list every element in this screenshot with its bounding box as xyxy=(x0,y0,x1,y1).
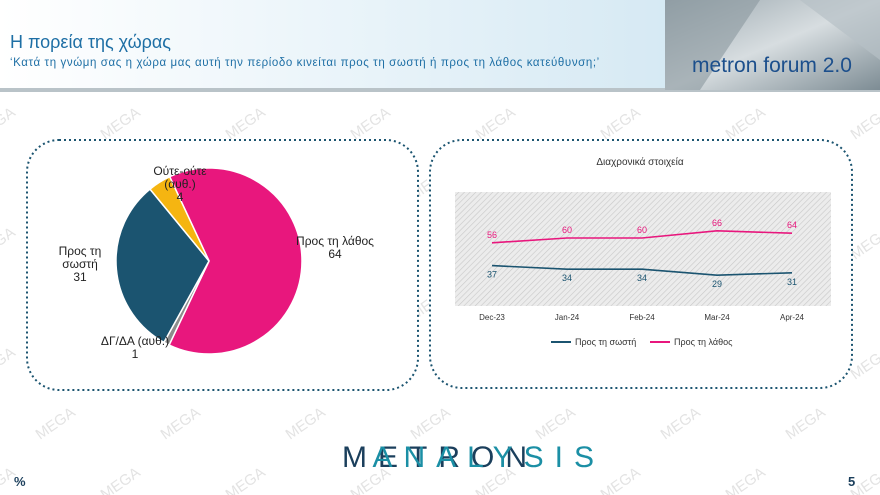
logo-right: ANALYSIS xyxy=(372,441,605,474)
watermark: MEGA xyxy=(473,104,519,143)
data-label: 56 xyxy=(487,230,497,240)
data-label: 66 xyxy=(712,218,722,228)
data-label: 31 xyxy=(787,277,797,287)
line-chart-title: Διαχρονικά στοιχεία xyxy=(596,156,684,168)
watermark: MEGA xyxy=(723,464,769,495)
pie-category: Προς τη σωστή xyxy=(58,244,102,271)
data-label: 34 xyxy=(562,273,572,283)
watermark: MEGA xyxy=(783,404,829,443)
legend-label: Προς τη λάθος xyxy=(674,337,733,347)
data-label: 64 xyxy=(787,220,797,230)
pie-label: ΔΓ/ΔΑ (αυθ.) 1 xyxy=(90,335,180,361)
watermark: MEGA xyxy=(98,104,144,143)
header-rule xyxy=(0,88,880,92)
pie-value: 1 xyxy=(131,347,139,361)
watermark: MEGA xyxy=(848,104,880,143)
pie-slice xyxy=(115,188,210,344)
x-tick-label: Jan-24 xyxy=(555,313,580,322)
watermark: MEGA xyxy=(223,104,269,143)
x-tick-label: Apr-24 xyxy=(780,313,805,322)
header-subtitle: ‘Κατά τη γνώμη σας η χώρα μας αυτή την π… xyxy=(10,57,600,69)
header-badge: metron forum 2.0 xyxy=(692,54,852,77)
header-title: Η πορεία της χώρας xyxy=(10,32,171,52)
data-label: 37 xyxy=(487,270,497,280)
watermark: MEGA xyxy=(223,464,269,495)
pie-category: Ούτε-ούτε (αυθ.) xyxy=(153,164,207,191)
pie-value: 31 xyxy=(73,270,87,284)
pie-slice xyxy=(148,175,210,262)
watermark: MEGA xyxy=(0,344,18,383)
pie-label: Προς τη σωστή 31 xyxy=(50,245,110,284)
data-label: 29 xyxy=(712,279,722,289)
pie-category: ΔΓ/ΔΑ (αυθ.) xyxy=(100,334,170,348)
pie-value: 64 xyxy=(328,247,342,261)
logo-left: METRON xyxy=(342,441,538,474)
unit-label: % xyxy=(14,474,26,489)
x-tick-label: Mar-24 xyxy=(704,313,730,322)
data-label: 34 xyxy=(637,273,647,283)
header-image-shape xyxy=(665,0,760,90)
page-number: 5 xyxy=(848,474,855,489)
line-series xyxy=(491,229,793,244)
plot-area xyxy=(455,192,831,306)
data-label: 60 xyxy=(562,225,572,235)
pie-category: Προς τη λάθος xyxy=(296,234,374,248)
data-label: 60 xyxy=(637,225,647,235)
pie-label: Προς τη λάθος 64 xyxy=(295,235,375,261)
x-tick-label: Feb-24 xyxy=(629,313,655,322)
watermark: MEGA xyxy=(0,104,18,143)
header-image-shape xyxy=(800,0,880,60)
watermark: MEGA xyxy=(723,104,769,143)
watermark: MEGA xyxy=(658,404,704,443)
legend-label: Προς τη σωστή xyxy=(575,337,636,347)
x-tick-label: Dec-23 xyxy=(479,313,505,322)
pie-label: Ούτε-ούτε (αυθ.) 4 xyxy=(149,165,211,204)
watermark: MEGA xyxy=(408,404,454,443)
watermark: MEGA xyxy=(348,104,394,143)
line-series xyxy=(491,264,793,277)
watermark: MEGA xyxy=(533,404,579,443)
watermark: MEGA xyxy=(33,404,79,443)
watermark: MEGA xyxy=(0,224,18,263)
watermark: MEGA xyxy=(98,464,144,495)
watermark: MEGA xyxy=(158,404,204,443)
watermark: MEGA xyxy=(598,104,644,143)
watermark: MEGA xyxy=(283,404,329,443)
pie-slice xyxy=(168,167,303,355)
pie-value: 4 xyxy=(176,190,184,204)
